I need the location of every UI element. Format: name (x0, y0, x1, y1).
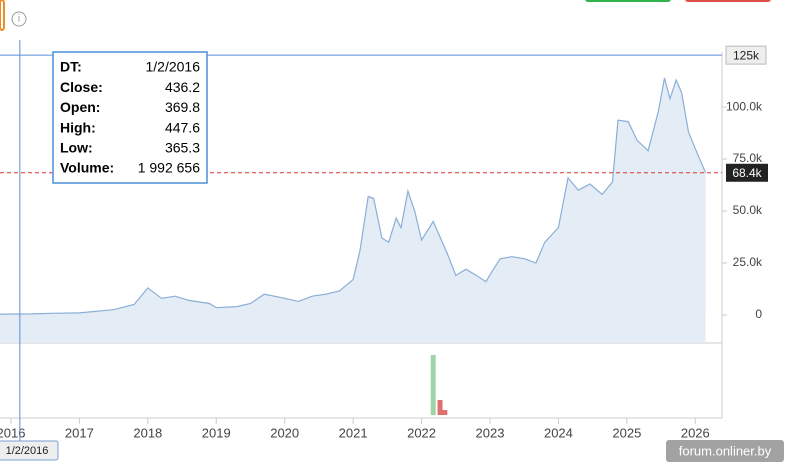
crosshair-x-label: 1/2/2016 (6, 445, 49, 457)
tooltip-key: DT: (60, 59, 82, 75)
y-tick-label: 75.0k (733, 151, 763, 165)
x-tick-label: 2020 (270, 425, 299, 440)
watermark-bg (666, 440, 784, 462)
y-tick-label: 25.0k (733, 255, 763, 269)
x-tick-label: 2025 (612, 425, 641, 440)
tooltip-key: Volume: (60, 160, 114, 176)
last-value-box (726, 163, 768, 182)
y-tick-label: 50.0k (733, 203, 763, 217)
x-tick-label: 2019 (202, 425, 231, 440)
tooltip-key: High: (60, 119, 96, 135)
x-tick-label: 2016 (0, 425, 25, 440)
volume-bar (430, 355, 436, 415)
volume-bar (442, 410, 448, 415)
tooltip-value: 447.6 (165, 119, 200, 135)
last-value-label: 68.4k (732, 166, 762, 180)
tooltip-key: Close: (60, 79, 103, 95)
sell-button[interactable] (685, 0, 771, 2)
x-tick-label: 2022 (407, 425, 436, 440)
x-tick-label: 2024 (544, 425, 573, 440)
x-tick-label: 2021 (339, 425, 368, 440)
x-tick-label: 2017 (65, 425, 94, 440)
info-glyph: i (18, 14, 20, 25)
tooltip-value: 1/2/2016 (146, 59, 201, 75)
price-line (0, 77, 707, 315)
y-tick-label: 0 (755, 307, 762, 321)
crosshair-x-box (0, 440, 59, 461)
area-fill (0, 78, 706, 343)
tooltip-value: 1 992 656 (138, 160, 200, 176)
tooltip-box (52, 51, 208, 184)
y-tick-label: 100.0k (726, 99, 763, 113)
crosshair-y-label: 125k (733, 48, 760, 62)
x-tick-label: 2026 (681, 425, 710, 440)
tooltip-value: 436.2 (165, 79, 200, 95)
tooltip-key: Low: (60, 140, 93, 156)
crosshair-y-box (725, 45, 767, 65)
toolbar-icon[interactable] (0, 0, 5, 31)
buy-button[interactable] (585, 0, 671, 2)
tooltip-value: 365.3 (165, 140, 200, 156)
x-tick-label: 2018 (133, 425, 162, 440)
x-tick-label: 2023 (476, 425, 505, 440)
tooltip-key: Open: (60, 99, 100, 115)
tooltip-value: 369.8 (165, 99, 200, 115)
volume-bar (437, 400, 443, 415)
watermark: forum.onliner.by (679, 443, 772, 458)
info-icon[interactable] (11, 11, 27, 27)
